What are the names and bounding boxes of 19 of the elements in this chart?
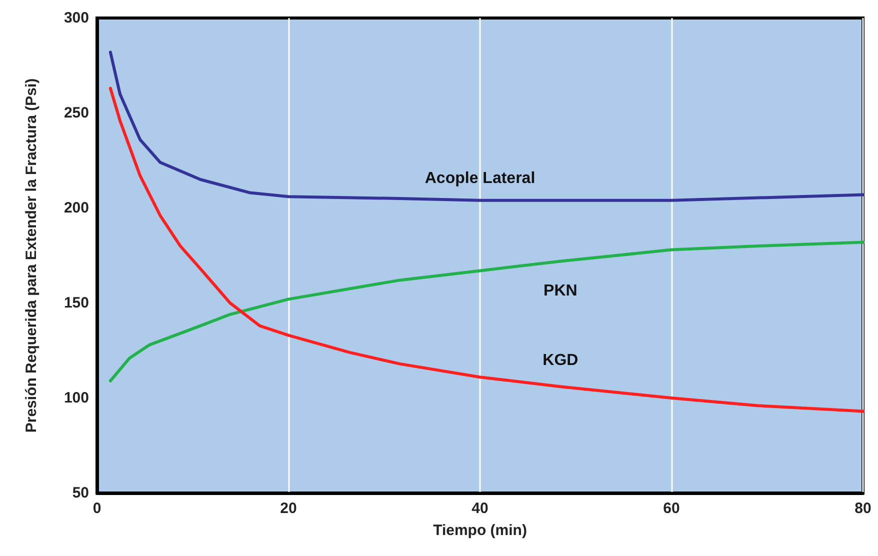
x-tick-label: 60 [663, 500, 680, 517]
line-series [108, 50, 864, 202]
y-tick-label: 250 [64, 104, 89, 122]
y-tick-label: 100 [64, 390, 89, 406]
x-tick-label: 80 [854, 500, 872, 517]
series-label: KGD [542, 352, 578, 370]
x-axis-title: Tiempo (min) [433, 522, 527, 539]
line-series [108, 240, 864, 382]
y-tick-label: 300 [64, 10, 89, 26]
y-axis-title: Presión Requerida para Extender la Fractura (Psi) [23, 78, 40, 433]
line-series [108, 86, 864, 413]
x-tick-label: 0 [92, 500, 102, 517]
series-label: Acople Lateral [424, 170, 536, 187]
y-tick-label: 150 [64, 294, 89, 312]
series-label: PKN [544, 282, 578, 300]
x-tick-label: 40 [472, 500, 488, 517]
y-tick-label: 200 [64, 200, 89, 216]
y-tick-label: 50 [72, 484, 89, 502]
x-tick-label: 20 [280, 500, 297, 517]
